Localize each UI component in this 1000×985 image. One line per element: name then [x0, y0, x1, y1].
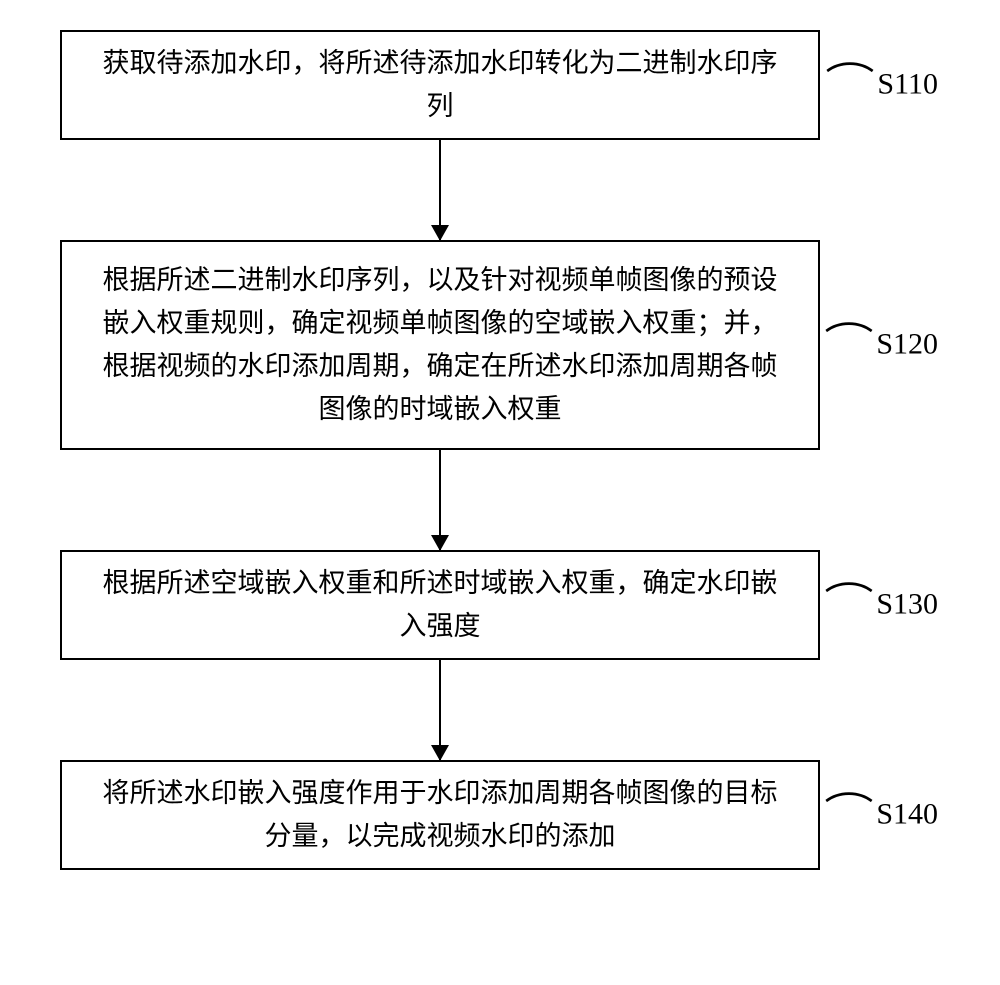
- step-text: 根据所述空域嵌入权重和所述时域嵌入权重，确定水印嵌入强度: [92, 562, 788, 648]
- flowchart-container: 获取待添加水印，将所述待添加水印转化为二进制水印序列 ⌒S110 根据所述二进制…: [60, 30, 940, 870]
- tilde-icon: ⌒: [826, 53, 875, 114]
- arrow-icon: [439, 450, 441, 550]
- tilde-icon: ⌒: [825, 783, 874, 844]
- step-box-4: 将所述水印嵌入强度作用于水印添加周期各帧图像的目标分量，以完成视频水印的添加 ⌒…: [60, 760, 820, 870]
- step-label: ⌒S120: [830, 315, 938, 376]
- arrow-container: [60, 660, 820, 760]
- step-box-1: 获取待添加水印，将所述待添加水印转化为二进制水印序列 ⌒S110: [60, 30, 820, 140]
- tilde-icon: ⌒: [825, 573, 874, 634]
- arrow-container: [60, 450, 820, 550]
- step-box-3: 根据所述空域嵌入权重和所述时域嵌入权重，确定水印嵌入强度 ⌒S130: [60, 550, 820, 660]
- step-label: ⌒S140: [830, 785, 938, 846]
- step-box-2: 根据所述二进制水印序列，以及针对视频单帧图像的预设嵌入权重规则，确定视频单帧图像…: [60, 240, 820, 450]
- step-label: ⌒S130: [830, 575, 938, 636]
- step-label: ⌒S110: [831, 55, 938, 116]
- step-text: 将所述水印嵌入强度作用于水印添加周期各帧图像的目标分量，以完成视频水印的添加: [92, 772, 788, 858]
- arrow-container: [60, 140, 820, 240]
- step-text: 根据所述二进制水印序列，以及针对视频单帧图像的预设嵌入权重规则，确定视频单帧图像…: [92, 259, 788, 432]
- tilde-icon: ⌒: [825, 313, 874, 374]
- arrow-icon: [439, 660, 441, 760]
- step-text: 获取待添加水印，将所述待添加水印转化为二进制水印序列: [92, 42, 788, 128]
- arrow-icon: [439, 140, 441, 240]
